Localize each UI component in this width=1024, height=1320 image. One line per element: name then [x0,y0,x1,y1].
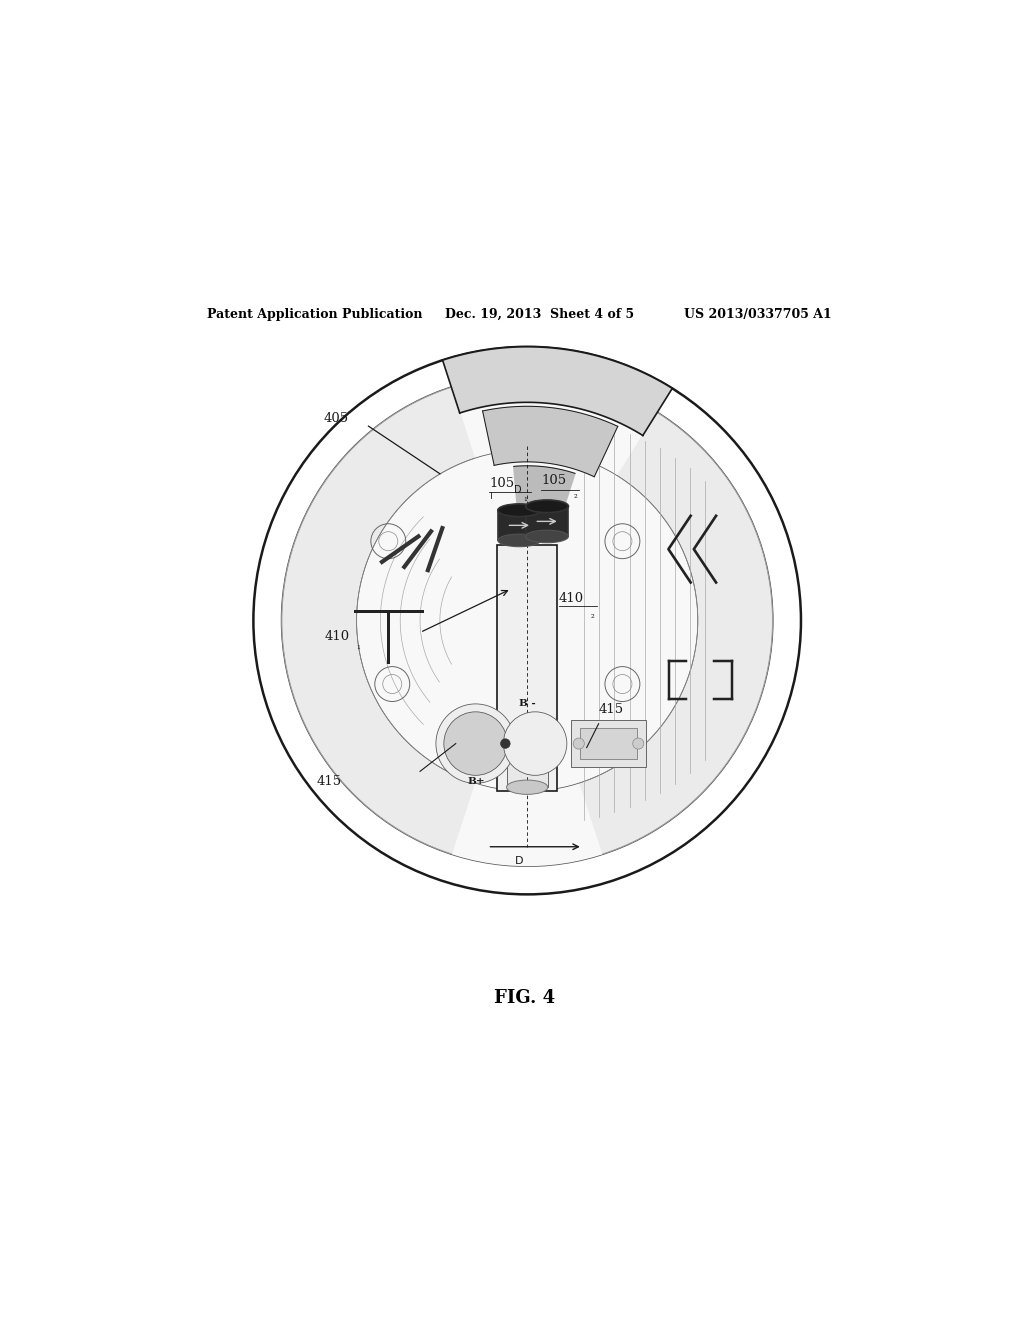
Text: 105: 105 [489,477,514,490]
Text: US 2013/0337705 A1: US 2013/0337705 A1 [684,308,831,321]
Polygon shape [580,413,772,854]
Polygon shape [442,347,673,436]
Text: D: D [514,484,521,495]
Bar [498,511,541,540]
Circle shape [519,727,551,759]
Text: B -: B - [519,698,536,708]
Polygon shape [482,407,617,477]
Text: Dec. 19, 2013  Sheet 4 of 5: Dec. 19, 2013 Sheet 4 of 5 [445,308,635,321]
Bar [570,719,646,767]
Circle shape [452,719,500,767]
Text: 405: 405 [324,412,348,425]
Circle shape [468,735,483,751]
Circle shape [511,719,559,767]
Text: ₂: ₂ [573,491,577,500]
Ellipse shape [498,504,541,516]
Text: D: D [515,857,523,866]
Bar [525,507,568,536]
Text: B+: B+ [468,777,485,785]
Text: ₂: ₂ [591,611,594,620]
Circle shape [501,739,510,748]
Circle shape [573,738,585,750]
Bar [507,743,548,787]
Circle shape [525,734,545,754]
Circle shape [443,711,507,775]
Text: 415: 415 [316,775,342,788]
Text: Patent Application Publication: Patent Application Publication [207,308,423,321]
Text: ₁: ₁ [356,642,360,651]
Ellipse shape [507,737,548,751]
Circle shape [436,704,515,783]
Bar [497,545,557,791]
Circle shape [633,738,644,750]
Ellipse shape [507,780,548,795]
Text: 415: 415 [599,702,624,715]
Circle shape [282,375,772,866]
Text: 410: 410 [325,630,350,643]
Polygon shape [514,466,575,519]
Circle shape [460,727,492,759]
Bar [581,727,637,759]
Text: FIG. 4: FIG. 4 [495,989,555,1007]
Circle shape [520,758,535,772]
Ellipse shape [525,500,568,512]
Polygon shape [282,387,474,854]
Ellipse shape [498,535,541,546]
Circle shape [504,711,567,775]
Text: 105: 105 [542,474,566,487]
Ellipse shape [525,531,568,543]
Text: ₁: ₁ [523,494,527,503]
Text: 410: 410 [559,591,584,605]
